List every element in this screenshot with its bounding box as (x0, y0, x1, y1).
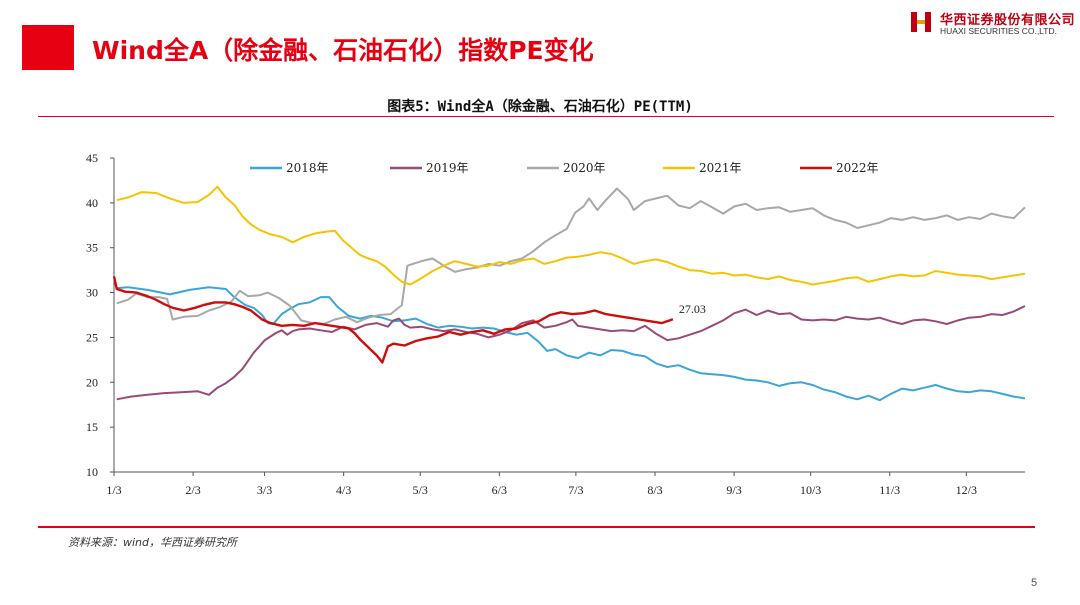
title-accent-block (22, 25, 74, 70)
y-tick-label: 35 (86, 241, 98, 255)
source-note: 资料来源：wind，华西证券研究所 (68, 536, 238, 549)
x-tick-label: 1/3 (106, 483, 121, 497)
x-tick-label: 6/3 (492, 483, 507, 497)
series-line-2022 (112, 276, 674, 364)
y-tick-label: 45 (86, 151, 98, 165)
x-tick-label: 3/3 (257, 483, 272, 497)
huaxi-logo-icon (911, 12, 931, 32)
series-line-2020 (116, 187, 1026, 325)
legend-label: 2020年 (563, 161, 606, 175)
y-tick-label: 15 (86, 420, 98, 434)
chart-axes: 10 15 20 25 30 35 40 45 1/3 2/3 3/3 4/3 5/3 6/3 7/3 8/3… (86, 151, 1025, 497)
company-logo: 华西证券股份有限公司 HUAXI SECURITIES CO.,LTD. (910, 9, 1075, 39)
y-tick-label: 30 (86, 286, 98, 300)
chart-title: 图表5：Wind全A（除金融、石油石化）PE(TTM) (387, 99, 693, 115)
legend-label: 2021年 (699, 161, 742, 175)
x-tick-label: 11/3 (879, 483, 900, 497)
x-tick-label: 10/3 (800, 483, 821, 497)
page-title: Wind全A（除金融、石油石化）指数PE变化 (92, 36, 594, 65)
legend-label: 2019年 (426, 161, 469, 175)
y-tick-label: 25 (86, 330, 98, 344)
x-tick-label: 8/3 (647, 483, 662, 497)
x-tick-label: 9/3 (726, 483, 741, 497)
x-tick-label: 7/3 (568, 483, 583, 497)
x-tick-label: 12/3 (956, 483, 977, 497)
series-line-2018 (116, 286, 1026, 402)
company-name-en: HUAXI SECURITIES CO.,LTD. (940, 26, 1057, 36)
annotation-last-value: 27.03 (679, 302, 706, 316)
x-tick-label: 2/3 (185, 483, 200, 497)
chart-annotations: 27.03 (679, 302, 706, 316)
chart-legend: 2018年 2019年 2020年 2021年 2022年 (250, 161, 879, 175)
page-number: 5 (1031, 577, 1038, 589)
x-tick-label: 5/3 (413, 483, 428, 497)
series-line-2021 (116, 185, 1026, 286)
footer-rule (38, 526, 1035, 528)
company-name-cn: 华西证券股份有限公司 (940, 13, 1076, 28)
series-line-2019 (116, 305, 1026, 401)
legend-label: 2018年 (286, 161, 329, 175)
pe-line-chart: 10 15 20 25 30 35 40 45 1/3 2/3 3/3 4/3 5/3 6/3 7/3 8/3… (86, 151, 1026, 497)
series-layer (112, 185, 1026, 402)
chart-top-rule (38, 116, 1054, 117)
y-tick-label: 10 (86, 465, 98, 479)
x-tick-label: 4/3 (336, 483, 351, 497)
legend-label: 2022年 (836, 161, 879, 175)
y-tick-label: 20 (86, 375, 98, 389)
y-tick-label: 40 (86, 196, 98, 210)
